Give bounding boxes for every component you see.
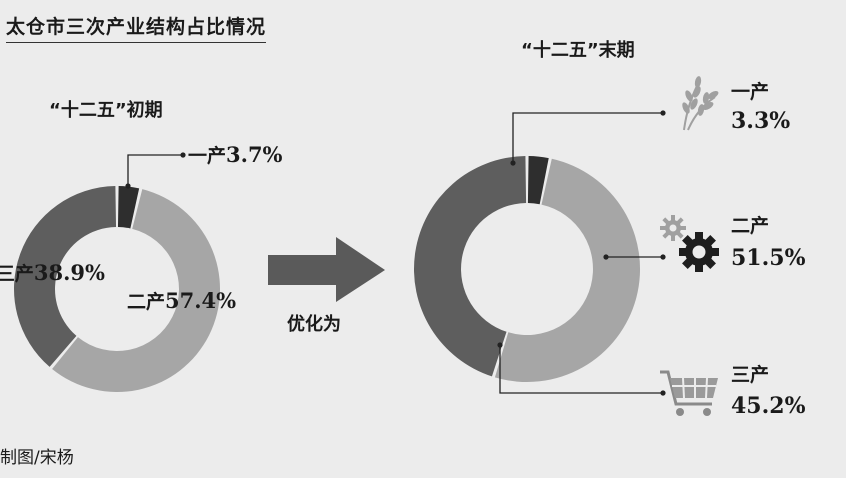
category-label-late-primary: 一产 xyxy=(731,81,770,103)
leader-dot xyxy=(660,390,666,396)
leader-dot xyxy=(125,183,131,189)
credit-text: 制图/宋杨 xyxy=(0,448,74,468)
leader-dot xyxy=(660,110,666,116)
label-early-primary: 一产3.7% xyxy=(188,141,283,168)
period-title-late: “十二五”末期 xyxy=(521,40,635,61)
value-label: 57.4% xyxy=(165,288,237,313)
donut-chart-early xyxy=(14,186,221,393)
category-label-late-tertiary: 三产 xyxy=(731,364,770,386)
chart-title: 太仓市三次产业结构占比情况 xyxy=(6,12,267,43)
late-slice-1 xyxy=(527,156,549,205)
leader-dot xyxy=(510,160,516,166)
value-label-late-tertiary: 45.2% xyxy=(731,393,806,419)
value-label: 38.9% xyxy=(33,260,105,285)
category-label: 三产 xyxy=(0,263,34,285)
late-slice-3 xyxy=(413,156,527,377)
leader-line-late-tertiary xyxy=(499,345,663,394)
leader-dot xyxy=(180,152,186,158)
early-slice-3 xyxy=(14,186,117,367)
shopping-cart-icon xyxy=(660,370,718,416)
period-title-early: “十二五”初期 xyxy=(49,100,163,121)
leader-dot xyxy=(497,342,503,348)
category-label: 二产 xyxy=(127,291,166,313)
transition-arrow xyxy=(268,237,385,302)
category-label-late-secondary: 二产 xyxy=(731,215,770,237)
early-slice-1 xyxy=(117,186,140,229)
transition-label: 优化为 xyxy=(287,314,341,335)
donut-chart-late xyxy=(413,156,641,383)
leader-line-late-primary xyxy=(512,112,663,163)
value-label-late-secondary: 51.5% xyxy=(731,245,806,271)
leader-dot xyxy=(603,254,609,260)
wheat-icon xyxy=(682,76,719,131)
leader-line-early-primary xyxy=(127,154,183,186)
gears-icon xyxy=(660,215,719,272)
label-early-secondary: 二产57.4% xyxy=(127,287,236,314)
category-label: 一产 xyxy=(188,145,227,167)
late-slice-2 xyxy=(494,158,641,383)
label-early-tertiary: 三产38.9% xyxy=(0,259,105,286)
early-slice-2 xyxy=(52,189,221,393)
leader-dot xyxy=(660,254,666,260)
value-label-late-primary: 3.3% xyxy=(731,108,791,134)
value-label: 3.7% xyxy=(226,142,283,167)
